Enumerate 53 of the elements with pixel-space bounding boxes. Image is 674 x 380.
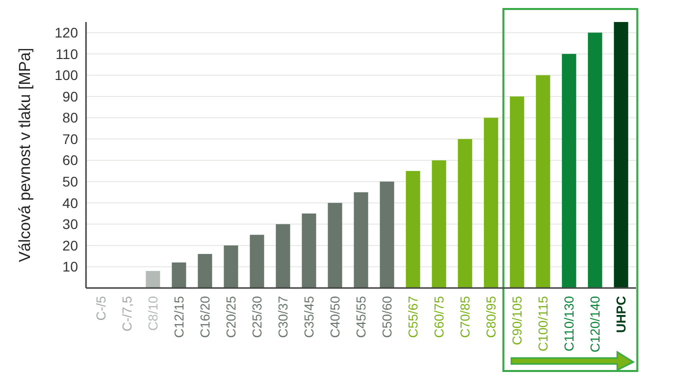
y-tick-label: 90 — [62, 88, 78, 104]
y-tick-label: 80 — [62, 110, 78, 126]
bar — [328, 202, 342, 288]
bar — [484, 118, 498, 288]
y-tick-label: 120 — [54, 24, 78, 41]
x-tick-label: C12/15 — [172, 296, 187, 338]
x-tick-label: C110/130 — [562, 296, 577, 352]
bar — [276, 224, 290, 288]
x-tick-label: C35/45 — [302, 296, 317, 338]
x-tick-label: C60/75 — [432, 296, 447, 338]
bar — [380, 182, 394, 288]
x-tick-label: C80/95 — [484, 296, 499, 338]
y-tick-label: 100 — [54, 67, 78, 84]
bar — [198, 254, 212, 288]
y-tick-label: 110 — [56, 46, 78, 62]
x-tick-label: C8/10 — [146, 296, 161, 331]
x-tick-label: C25/30 — [250, 296, 265, 338]
y-tick-label: 20 — [62, 237, 78, 254]
x-tick-label: C55/67 — [406, 296, 421, 338]
x-tick-label: C20/25 — [224, 296, 239, 338]
x-tick-label: UHPC — [614, 295, 629, 333]
y-tick-label: 70 — [62, 130, 78, 147]
bar — [588, 32, 602, 288]
x-tick-label: C50/60 — [380, 296, 395, 338]
y-tick-label: 60 — [62, 152, 78, 168]
bar — [302, 214, 316, 288]
x-tick-label: C100/115 — [536, 296, 551, 352]
x-tick-label: C120/140 — [588, 296, 603, 352]
x-tick-label: C-/7,5 — [120, 296, 135, 332]
y-axis-title: Válcová pevnost v tlaku [MPa] — [17, 48, 34, 262]
y-tick-label: 30 — [62, 216, 78, 232]
bar — [510, 96, 524, 288]
bar — [614, 22, 628, 288]
x-tick-label: C40/50 — [328, 296, 343, 338]
x-tick-label: C70/85 — [458, 296, 473, 338]
x-tick-label: C-/5 — [94, 296, 109, 321]
y-tick-label: 40 — [62, 194, 78, 211]
bar — [562, 54, 576, 288]
bar — [146, 270, 160, 288]
bar — [406, 170, 420, 288]
x-tick-label: C45/55 — [354, 296, 369, 338]
bar — [224, 245, 238, 288]
y-tick-label: 10 — [62, 258, 78, 275]
y-tick-label: 50 — [62, 174, 78, 190]
bar — [458, 139, 472, 288]
x-tick-label: C16/20 — [198, 296, 213, 338]
bar — [432, 160, 446, 288]
bar — [172, 262, 186, 288]
x-tick-label: C90/105 — [510, 296, 525, 346]
bar — [250, 234, 264, 288]
bar — [536, 75, 550, 288]
x-tick-label: C30/37 — [276, 296, 291, 338]
bar — [354, 192, 368, 288]
